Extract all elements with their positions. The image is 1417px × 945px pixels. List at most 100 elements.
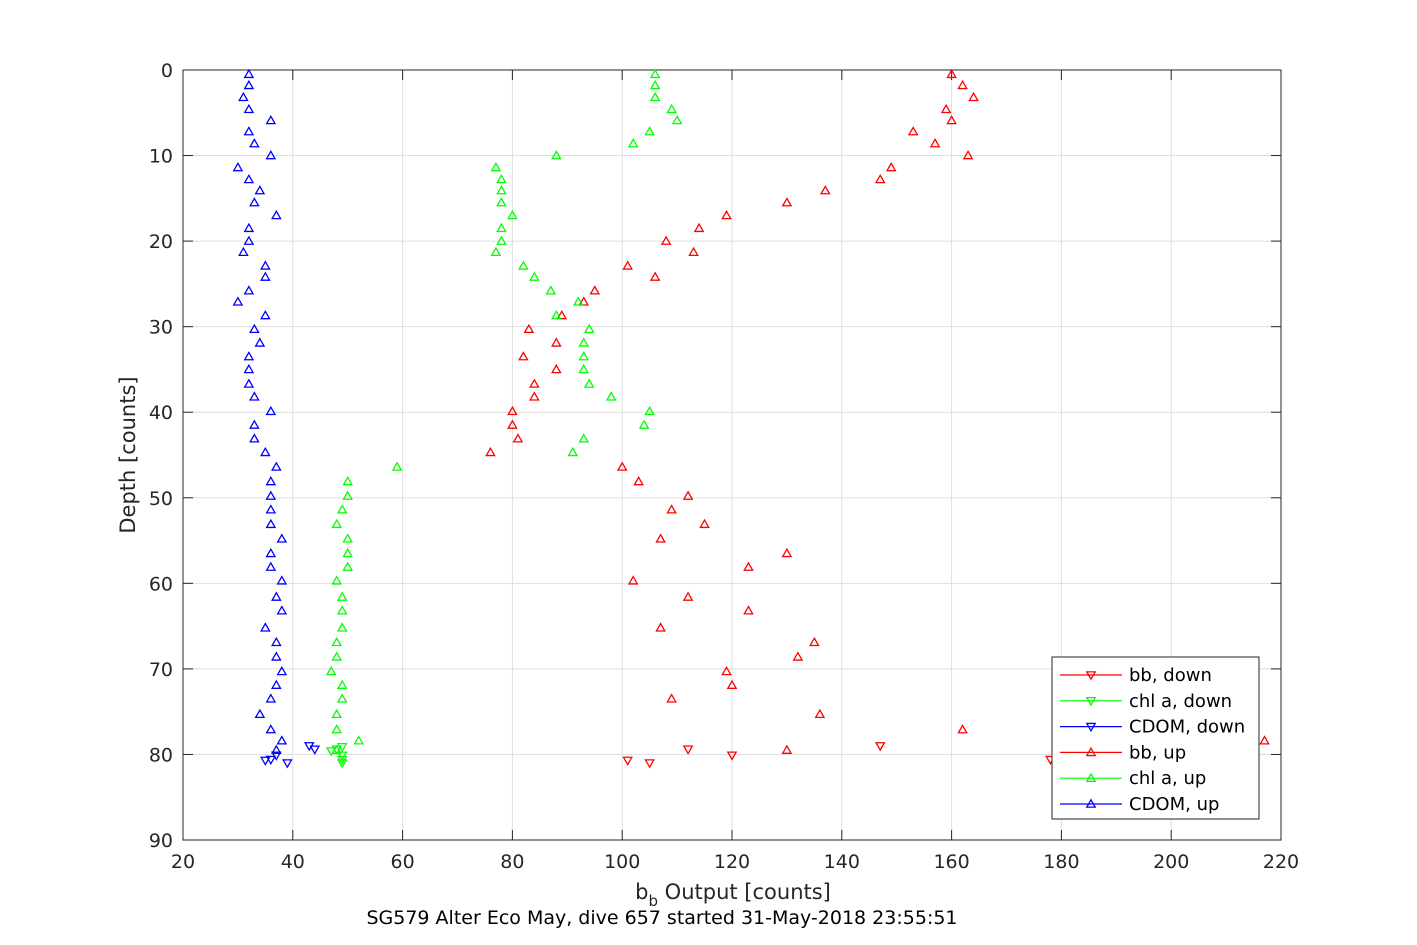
legend-marker bbox=[1085, 722, 1097, 733]
data-point bbox=[265, 724, 277, 734]
data-point bbox=[336, 504, 348, 514]
data-point bbox=[271, 679, 282, 689]
y-tick-label: 90 bbox=[149, 830, 173, 852]
data-point bbox=[265, 561, 277, 571]
data-point bbox=[957, 724, 968, 734]
data-point bbox=[260, 622, 271, 632]
data-point bbox=[336, 591, 348, 601]
legend-item: chl a, down bbox=[1060, 691, 1232, 712]
data-point bbox=[644, 759, 655, 769]
data-point bbox=[232, 162, 244, 172]
data-point bbox=[929, 138, 941, 148]
data-point bbox=[243, 103, 255, 114]
data-point bbox=[820, 185, 831, 195]
y-tick-label: 40 bbox=[149, 402, 173, 424]
data-point bbox=[336, 679, 348, 689]
data-point bbox=[238, 246, 249, 257]
data-point bbox=[682, 490, 694, 500]
data-point bbox=[583, 323, 595, 334]
y-tick-label: 10 bbox=[149, 146, 173, 168]
data-point bbox=[550, 337, 562, 347]
data-point bbox=[726, 679, 738, 689]
axis-ticks: 20 40 60 80 100 120 140 160 180 200 220 0 10 20 30 40 50… bbox=[149, 60, 1299, 873]
data-point bbox=[260, 271, 271, 281]
x-tick-label: 60 bbox=[391, 851, 415, 873]
data-point bbox=[254, 185, 266, 195]
data-point bbox=[325, 665, 337, 676]
x-tick-label: 220 bbox=[1263, 851, 1299, 873]
data-point bbox=[243, 126, 255, 136]
data-point bbox=[660, 235, 672, 245]
data-point bbox=[578, 433, 590, 443]
legend: bb, down chl a, down CDOM, down bb, up chl a… bbox=[1051, 656, 1260, 820]
data-point bbox=[507, 209, 518, 220]
data-point bbox=[265, 504, 277, 514]
data-point bbox=[342, 547, 354, 558]
data-point bbox=[249, 391, 260, 401]
x-tick-label: 80 bbox=[500, 851, 524, 873]
data-point bbox=[336, 622, 348, 632]
series-cdom-down bbox=[260, 742, 321, 769]
data-point bbox=[271, 744, 282, 754]
data-point bbox=[232, 296, 244, 306]
x-tick-label: 140 bbox=[824, 851, 860, 873]
data-point bbox=[874, 174, 886, 184]
data-point bbox=[699, 518, 710, 529]
data-point bbox=[276, 735, 288, 745]
data-point bbox=[265, 405, 277, 416]
data-point bbox=[529, 271, 540, 281]
legend-marker bbox=[1085, 671, 1097, 681]
data-point bbox=[638, 419, 650, 429]
data-point bbox=[496, 197, 507, 207]
data-point bbox=[666, 693, 677, 703]
x-tick-label: 160 bbox=[933, 851, 969, 873]
x-axis-label-subscript: b bbox=[648, 892, 658, 910]
legend-item: CDOM, up bbox=[1060, 794, 1219, 815]
data-point bbox=[578, 363, 590, 374]
legend-marker bbox=[1085, 697, 1097, 707]
data-point bbox=[276, 533, 288, 543]
data-point bbox=[271, 636, 282, 647]
data-point bbox=[336, 759, 348, 769]
data-point bbox=[243, 79, 255, 90]
legend-marker bbox=[1085, 746, 1097, 757]
data-point bbox=[271, 461, 282, 471]
data-point bbox=[1259, 735, 1270, 745]
legend-label: chl a, down bbox=[1129, 691, 1232, 712]
data-point bbox=[666, 504, 677, 514]
data-point bbox=[342, 490, 354, 500]
legend-box bbox=[1051, 656, 1260, 820]
data-point bbox=[874, 742, 886, 752]
data-point bbox=[265, 476, 277, 486]
data-point bbox=[792, 651, 804, 661]
data-point bbox=[276, 575, 288, 585]
data-point bbox=[605, 391, 617, 401]
data-point bbox=[649, 68, 661, 79]
data-point bbox=[721, 665, 732, 676]
data-point bbox=[265, 755, 277, 766]
data-point bbox=[518, 260, 529, 270]
data-point bbox=[249, 433, 260, 443]
y-tick-label: 70 bbox=[149, 659, 173, 681]
data-point bbox=[260, 446, 271, 457]
data-point bbox=[507, 419, 518, 429]
data-point bbox=[649, 79, 661, 90]
data-point bbox=[957, 79, 968, 90]
data-point bbox=[968, 91, 979, 102]
data-point bbox=[249, 323, 260, 334]
data-point bbox=[265, 547, 277, 558]
data-point bbox=[572, 296, 584, 306]
data-point bbox=[331, 744, 343, 754]
data-point bbox=[589, 285, 601, 295]
data-point bbox=[940, 103, 952, 114]
data-point bbox=[688, 246, 699, 257]
data-point bbox=[578, 351, 590, 361]
x-axis-label-rest: Output [counts] bbox=[658, 880, 831, 904]
data-point bbox=[249, 197, 260, 207]
legend-item: chl a, up bbox=[1060, 768, 1206, 789]
data-point bbox=[666, 103, 677, 114]
data-point bbox=[578, 296, 590, 306]
data-point bbox=[529, 378, 540, 388]
data-point bbox=[627, 138, 639, 148]
